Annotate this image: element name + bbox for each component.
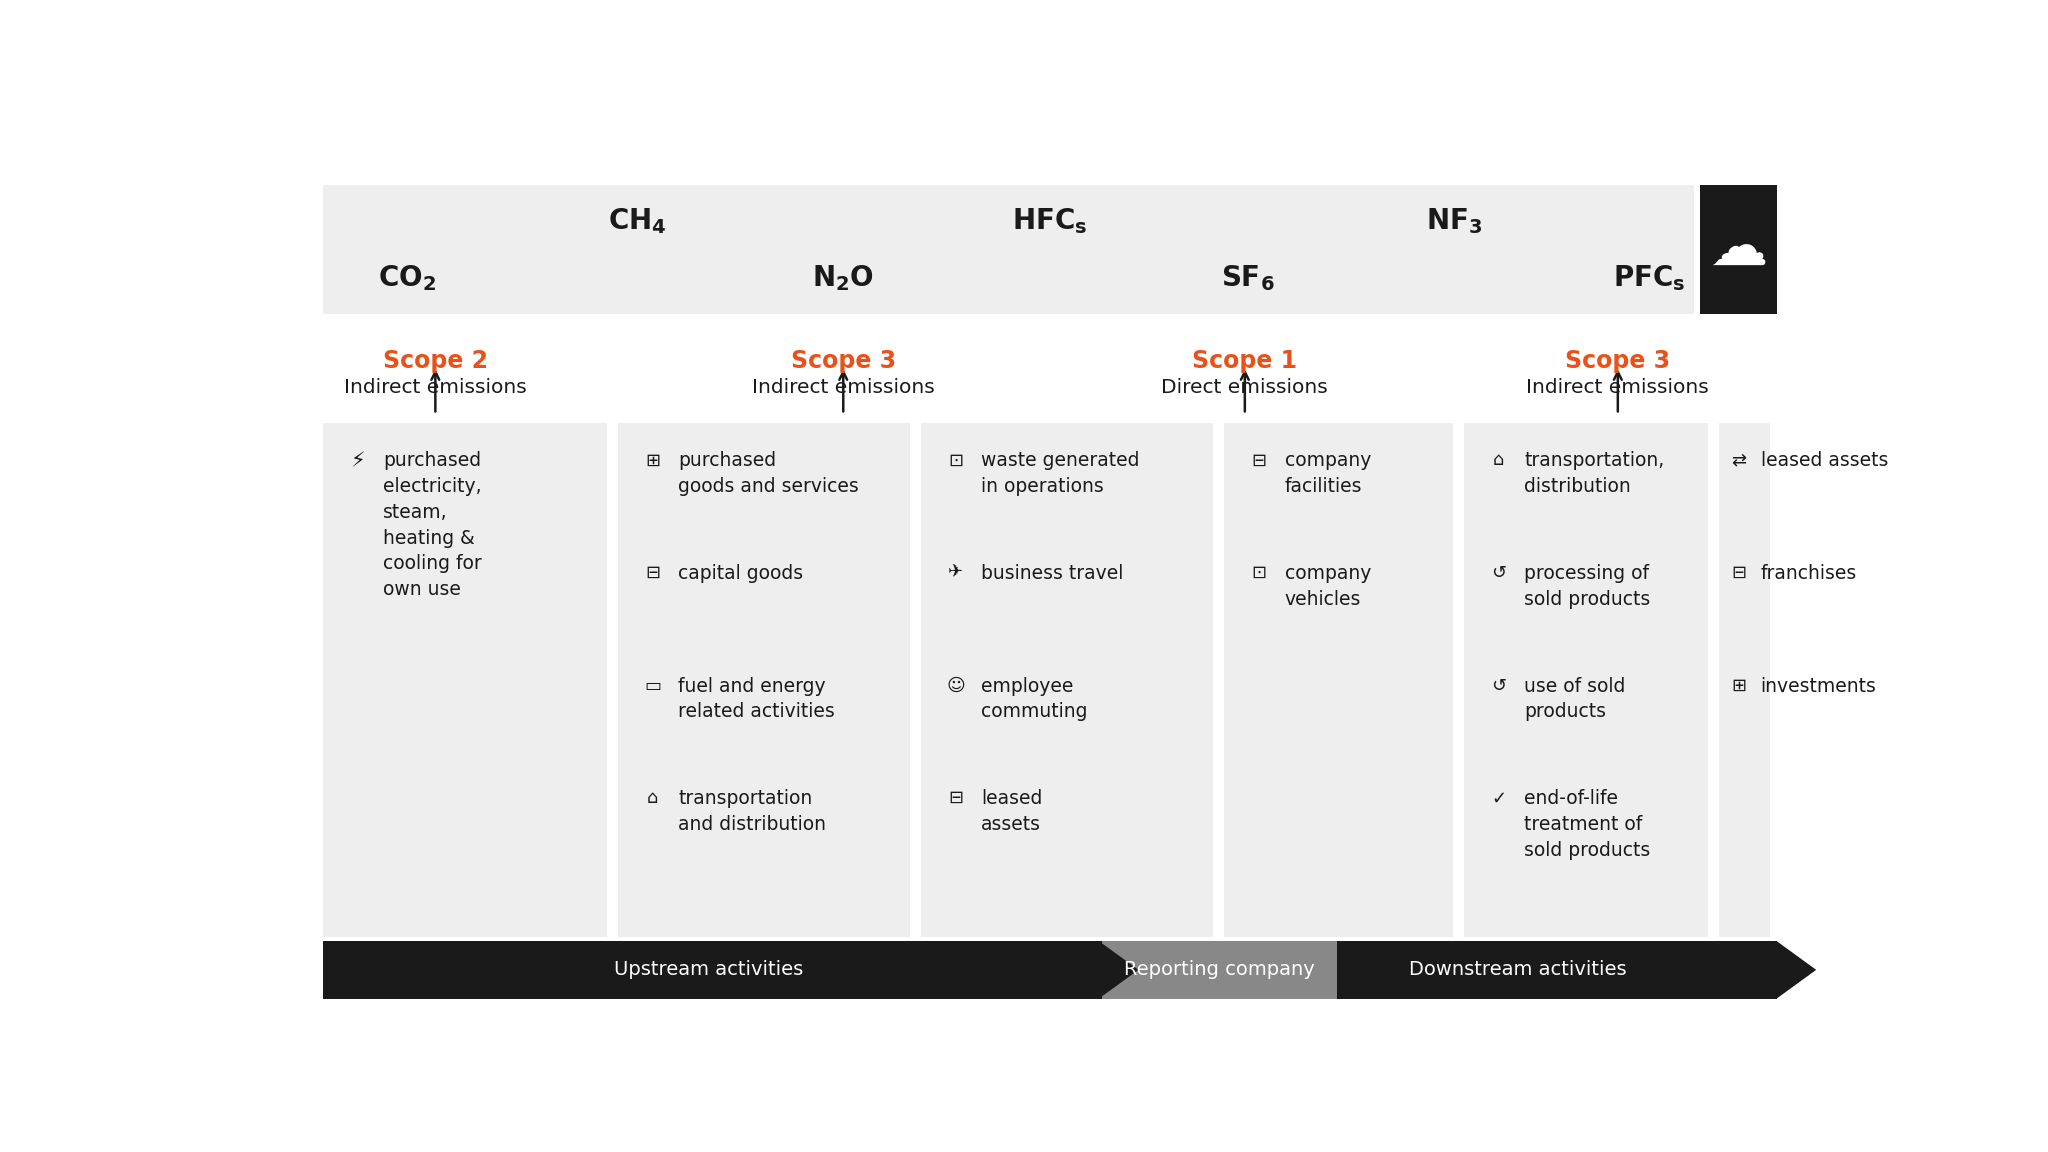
Polygon shape bbox=[1776, 941, 1817, 999]
Bar bbox=[1700, 185, 1776, 313]
Text: business travel: business travel bbox=[981, 564, 1124, 583]
Text: Indirect emissions: Indirect emissions bbox=[752, 378, 934, 397]
Bar bbox=[324, 423, 606, 938]
Text: Scope 3: Scope 3 bbox=[1565, 349, 1671, 372]
Text: $\mathbf{CH_4}$: $\mathbf{CH_4}$ bbox=[608, 206, 666, 236]
Text: processing of
sold products: processing of sold products bbox=[1524, 564, 1651, 608]
Text: Upstream activities: Upstream activities bbox=[614, 961, 803, 979]
Bar bbox=[1225, 423, 1452, 938]
Text: ⊟: ⊟ bbox=[645, 564, 659, 582]
Text: ⚡: ⚡ bbox=[350, 452, 365, 471]
Text: $\mathbf{NF_3}$: $\mathbf{NF_3}$ bbox=[1425, 206, 1483, 236]
Bar bbox=[1720, 423, 1769, 938]
Bar bbox=[618, 423, 909, 938]
Text: $\mathbf{SF_6}$: $\mathbf{SF_6}$ bbox=[1221, 263, 1276, 293]
Text: ⊡: ⊡ bbox=[1251, 564, 1266, 582]
Bar bbox=[324, 941, 1776, 999]
Text: employee
commuting: employee commuting bbox=[981, 676, 1087, 721]
Text: ⊞: ⊞ bbox=[1731, 676, 1747, 695]
Bar bbox=[922, 423, 1212, 938]
Polygon shape bbox=[1100, 941, 1139, 999]
Text: Scope 3: Scope 3 bbox=[791, 349, 895, 372]
Text: Scope 2: Scope 2 bbox=[383, 349, 487, 372]
Text: fuel and energy
related activities: fuel and energy related activities bbox=[678, 676, 836, 721]
Text: $\mathbf{HFC_s}$: $\mathbf{HFC_s}$ bbox=[1012, 206, 1087, 236]
Text: ⊞: ⊞ bbox=[645, 452, 659, 469]
Text: investments: investments bbox=[1761, 676, 1876, 696]
Text: company
facilities: company facilities bbox=[1284, 452, 1370, 497]
Text: leased assets: leased assets bbox=[1761, 452, 1888, 470]
Text: waste generated
in operations: waste generated in operations bbox=[981, 452, 1141, 497]
Text: ⌂: ⌂ bbox=[647, 789, 659, 808]
Text: Direct emissions: Direct emissions bbox=[1161, 378, 1329, 397]
Text: purchased
goods and services: purchased goods and services bbox=[678, 452, 858, 497]
Text: ✈: ✈ bbox=[948, 564, 963, 582]
Text: transportation,
distribution: transportation, distribution bbox=[1524, 452, 1665, 497]
Text: ⊡: ⊡ bbox=[948, 452, 963, 469]
Text: company
vehicles: company vehicles bbox=[1284, 564, 1370, 608]
Text: Indirect emissions: Indirect emissions bbox=[1526, 378, 1710, 397]
Text: franchises: franchises bbox=[1761, 564, 1858, 583]
Bar bbox=[1464, 423, 1708, 938]
Text: leased
assets: leased assets bbox=[981, 789, 1042, 834]
Text: $\mathbf{N_2O}$: $\mathbf{N_2O}$ bbox=[813, 263, 874, 293]
Text: ▭: ▭ bbox=[645, 676, 662, 695]
Text: ⊟: ⊟ bbox=[1251, 452, 1266, 469]
Text: Reporting company: Reporting company bbox=[1124, 961, 1315, 979]
Text: Indirect emissions: Indirect emissions bbox=[344, 378, 526, 397]
Text: Scope 1: Scope 1 bbox=[1192, 349, 1296, 372]
Text: $\mathbf{CO_2}$: $\mathbf{CO_2}$ bbox=[377, 263, 436, 293]
Bar bbox=[1102, 941, 1337, 999]
Text: ⊟: ⊟ bbox=[1731, 564, 1747, 582]
Text: purchased
electricity,
steam,
heating &
cooling for
own use: purchased electricity, steam, heating & … bbox=[383, 452, 481, 599]
Text: ☁: ☁ bbox=[1710, 221, 1767, 278]
Text: ↺: ↺ bbox=[1491, 676, 1507, 695]
Text: ⊟: ⊟ bbox=[948, 789, 963, 808]
Text: capital goods: capital goods bbox=[678, 564, 803, 583]
Text: ☺: ☺ bbox=[946, 676, 965, 695]
Text: end-of-life
treatment of
sold products: end-of-life treatment of sold products bbox=[1524, 789, 1651, 859]
Text: ⇄: ⇄ bbox=[1731, 452, 1747, 469]
Text: ✓: ✓ bbox=[1491, 789, 1507, 808]
Bar bbox=[324, 185, 1694, 313]
Text: use of sold
products: use of sold products bbox=[1524, 676, 1626, 721]
Text: ↺: ↺ bbox=[1491, 564, 1507, 582]
Text: transportation
and distribution: transportation and distribution bbox=[678, 789, 825, 834]
Text: Downstream activities: Downstream activities bbox=[1409, 961, 1626, 979]
Text: ⌂: ⌂ bbox=[1493, 452, 1505, 469]
Text: $\mathbf{PFC_s}$: $\mathbf{PFC_s}$ bbox=[1614, 263, 1686, 293]
